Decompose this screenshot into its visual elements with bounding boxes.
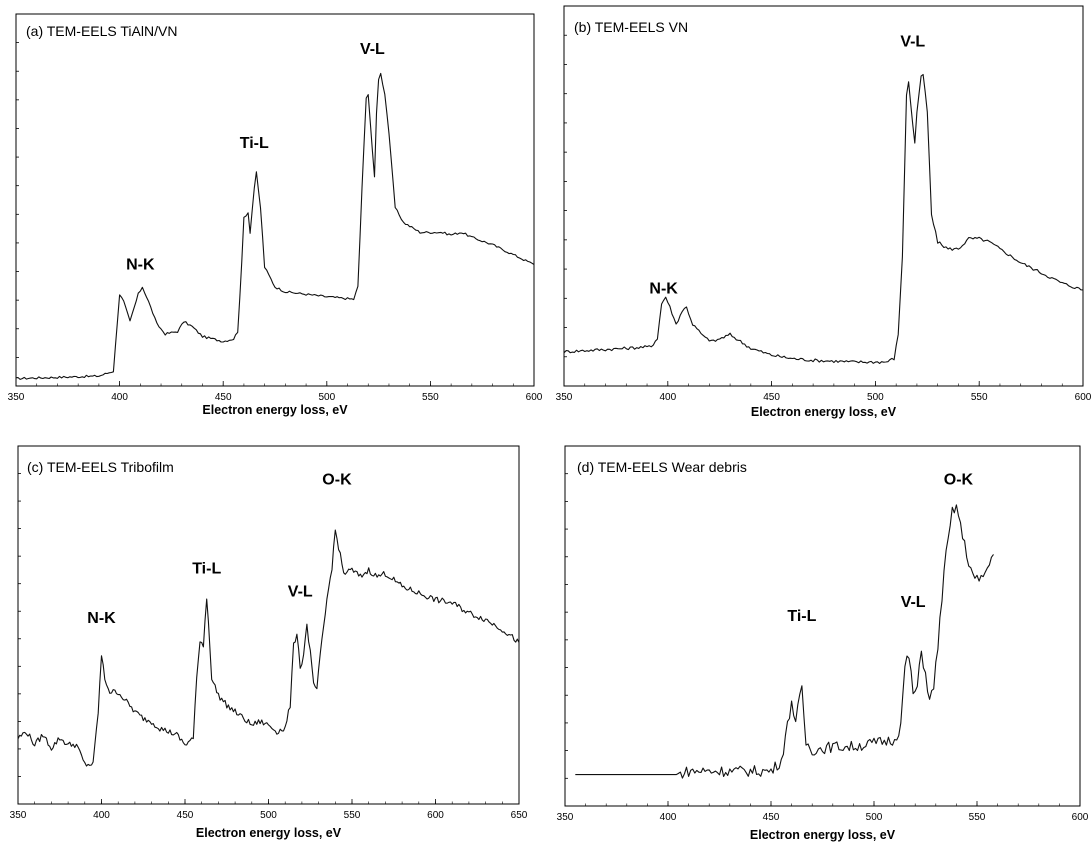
peak-label: Ti-L xyxy=(240,135,269,152)
x-tick-label: 600 xyxy=(1075,392,1091,403)
x-tick-label: 400 xyxy=(93,810,110,821)
peak-label: V-L xyxy=(901,594,926,611)
peak-label: O-K xyxy=(944,472,974,489)
chart-d: 350 400 450 500 550 600 (d) TEM-EELS Wear debr… xyxy=(557,445,1089,842)
x-tick-label: 500 xyxy=(867,392,884,403)
x-tick-label: 400 xyxy=(660,812,677,823)
peak-label: V-L xyxy=(288,583,313,600)
chart-title: (d) TEM-EELS Wear debris xyxy=(577,459,747,475)
plot-frame xyxy=(564,445,1081,807)
chart-title: (b) TEM-EELS VN xyxy=(574,19,688,35)
spectrum-line xyxy=(15,72,535,380)
x-tick-label: 350 xyxy=(10,810,27,821)
x-tick-label: 500 xyxy=(318,392,335,403)
x-tick-label: 450 xyxy=(763,812,780,823)
x-tick-label: 600 xyxy=(1072,812,1089,823)
plot-frame xyxy=(15,13,535,387)
x-tick-label: 400 xyxy=(111,392,128,403)
x-tick-label: 550 xyxy=(422,392,439,403)
spectrum-line xyxy=(17,529,520,767)
x-tick-label: 650 xyxy=(511,810,528,821)
x-tick-label: 600 xyxy=(427,810,444,821)
x-tick-label: 450 xyxy=(763,392,780,403)
panel-c: 350 400 450 500 550 600 650 (c) TEM-EELS Tribof… xyxy=(0,430,540,854)
peak-label: N-K xyxy=(87,610,116,627)
chart-c: 350 400 450 500 550 600 650 (c) TEM-EELS Tribof… xyxy=(10,445,528,840)
x-tick-label: 450 xyxy=(177,810,194,821)
x-axis-label: Electron energy loss, eV xyxy=(196,826,342,840)
x-tick-label: 550 xyxy=(969,812,986,823)
chart-title: (a) TEM-EELS TiAlN/VN xyxy=(26,23,177,39)
peak-label: Ti-L xyxy=(787,608,816,625)
panel-a: 350 400 450 500 550 600 (a) TEM-EELS TiAlN/VN E… xyxy=(0,0,543,425)
x-tick-label: 450 xyxy=(215,392,232,403)
panel-b: 350 400 450 500 550 600 (b) TEM-EELS VN Electro… xyxy=(548,0,1091,430)
x-tick-label: 500 xyxy=(866,812,883,823)
x-tick-label: 350 xyxy=(557,812,574,823)
plot-frame xyxy=(17,445,520,805)
panel-d: 350 400 450 500 550 600 (d) TEM-EELS Wear debr… xyxy=(548,430,1091,854)
peak-label: O-K xyxy=(322,471,352,488)
peak-label: N-K xyxy=(126,257,155,274)
x-tick-label: 400 xyxy=(659,392,676,403)
chart-a: 350 400 450 500 550 600 (a) TEM-EELS TiAlN/VN E… xyxy=(8,13,543,417)
chart-title: (c) TEM-EELS Tribofilm xyxy=(27,459,174,475)
x-tick-label: 350 xyxy=(556,392,573,403)
spectrum-line xyxy=(575,504,994,779)
x-axis-label: Electron energy loss, eV xyxy=(751,405,897,419)
peak-label: V-L xyxy=(900,34,925,51)
x-tick-label: 500 xyxy=(260,810,277,821)
peak-label: N-K xyxy=(649,280,678,297)
x-tick-label: 550 xyxy=(971,392,988,403)
chart-b: 350 400 450 500 550 600 (b) TEM-EELS VN Electro… xyxy=(556,5,1091,419)
spectrum-line xyxy=(563,73,1084,364)
peak-label: V-L xyxy=(360,41,385,58)
x-tick-label: 350 xyxy=(8,392,25,403)
peak-label: Ti-L xyxy=(192,560,221,577)
plot-frame xyxy=(563,5,1084,387)
x-axis-label: Electron energy loss, eV xyxy=(202,403,348,417)
x-axis-label: Electron energy loss, eV xyxy=(750,828,896,842)
x-tick-label: 550 xyxy=(344,810,361,821)
x-tick-label: 600 xyxy=(526,392,543,403)
